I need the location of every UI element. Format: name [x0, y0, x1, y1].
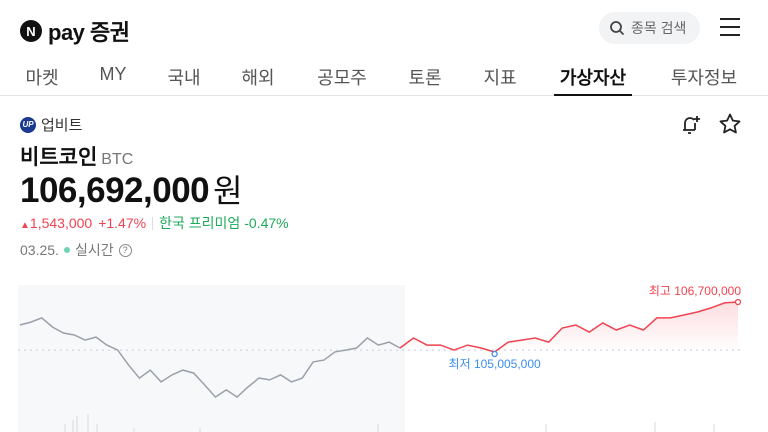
logo-text: pay 증권: [48, 20, 130, 45]
change-amount: ▲1,543,000: [20, 215, 92, 231]
premium-label: 한국 프리미엄: [159, 215, 241, 231]
tab-domestic[interactable]: 국내: [167, 68, 201, 88]
upbit-logo-icon: UP: [20, 116, 36, 133]
premium-value: -0.47%: [244, 215, 289, 231]
high-label: 최고 106,700,000: [649, 284, 741, 298]
naver-logo-icon: N: [20, 20, 42, 42]
nav-tabs: 마켓 MY 국내 해외 공모주 토론 지표 가상자산 투자정보: [0, 58, 768, 96]
tab-my[interactable]: MY: [99, 64, 127, 84]
tab-overseas[interactable]: 해외: [241, 68, 275, 88]
tab-ipo[interactable]: 공모주: [317, 68, 367, 88]
previous-session-line: [19, 317, 401, 398]
low-label: 최저 105,005,000: [449, 357, 541, 371]
header: N pay 증권 종목 검색: [0, 0, 768, 56]
asset-name: 비트코인 BTC: [20, 141, 133, 171]
price-unit: 원: [213, 173, 243, 209]
search-icon: [610, 21, 625, 36]
price-value: 106,692,000: [20, 171, 210, 210]
exchange: UP 업비트: [20, 114, 82, 135]
ticker: BTC: [101, 151, 134, 168]
tab-investment-info[interactable]: 투자정보: [670, 68, 738, 88]
previous-session-area: [18, 285, 405, 432]
up-arrow-icon: ▲: [20, 220, 30, 231]
help-icon[interactable]: ?: [118, 243, 132, 257]
bell-add-icon[interactable]: [678, 112, 702, 136]
date: 03.25.: [20, 242, 59, 258]
price-chart[interactable]: 최고 106,700,000 최저 105,005,000: [0, 280, 768, 432]
tab-indicators[interactable]: 지표: [483, 68, 517, 88]
search-button[interactable]: 종목 검색: [599, 12, 700, 44]
high-marker: [734, 298, 742, 306]
price: 106,692,000 원: [20, 166, 243, 212]
asset-name-text: 비트코인: [20, 146, 98, 169]
timestamp: 03.25. 실시간 ?: [20, 240, 132, 260]
search-placeholder: 종목 검색: [631, 20, 687, 36]
current-session-line: [399, 301, 739, 353]
divider: [152, 216, 154, 230]
logo[interactable]: N pay 증권: [20, 15, 130, 47]
low-marker: [491, 350, 498, 358]
tab-crypto[interactable]: 가상자산: [554, 58, 632, 96]
tab-market[interactable]: 마켓: [25, 68, 59, 88]
tab-discussion[interactable]: 토론: [408, 68, 442, 88]
change-percent: +1.47%: [98, 215, 147, 231]
exchange-name: 업비트: [41, 117, 83, 134]
live-dot-icon: [63, 247, 70, 253]
menu-icon[interactable]: [720, 17, 740, 37]
star-icon[interactable]: [718, 112, 742, 136]
live-label: 실시간: [74, 242, 114, 258]
volume-ticks: [64, 414, 715, 432]
change-value: 1,543,000: [29, 215, 93, 231]
change-row: ▲1,543,000 +1.47% 한국 프리미엄 -0.47%: [20, 213, 289, 233]
